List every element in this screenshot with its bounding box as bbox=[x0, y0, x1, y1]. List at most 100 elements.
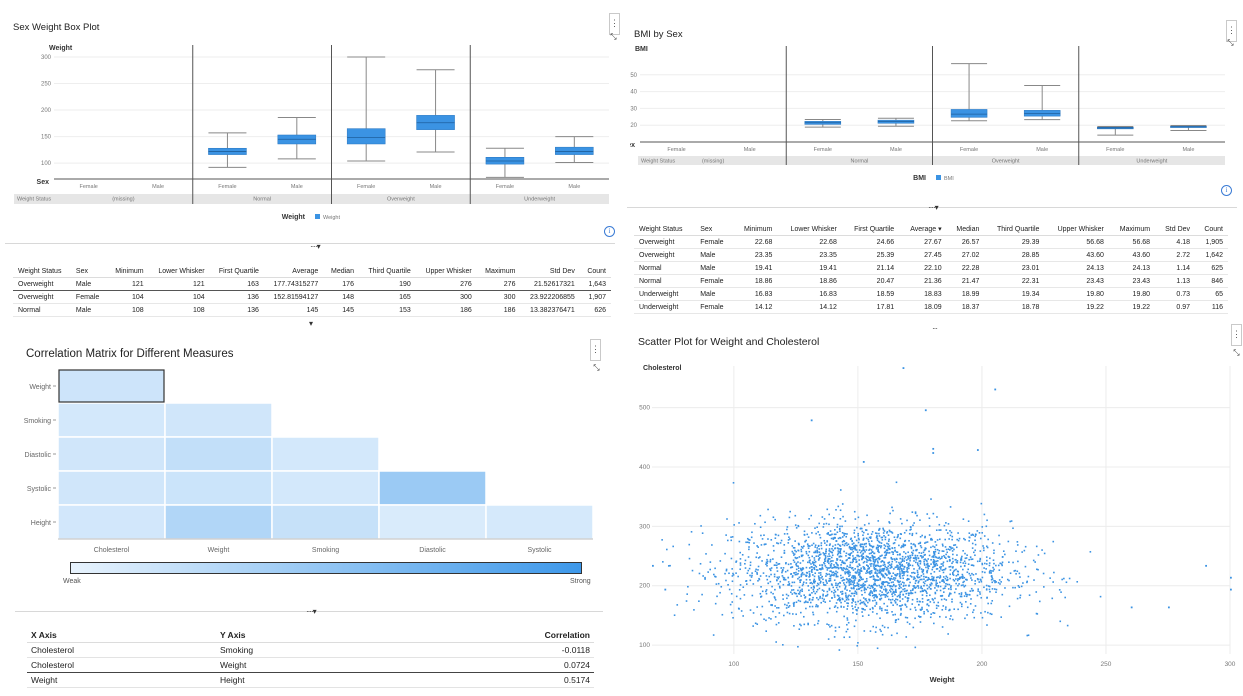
scatter-point bbox=[976, 594, 979, 597]
table-row[interactable]: Overweight Female 22.68 22.68 24.66 27.67 26.5… bbox=[634, 235, 1228, 249]
bmi-expand-icon[interactable]: ⤡ bbox=[1227, 38, 1234, 47]
scatter-point bbox=[856, 526, 858, 529]
sex-weight-info-icon[interactable]: i bbox=[604, 226, 615, 237]
table-row[interactable]: Normal Male 108 108 136 145 145 153 186 186 13.382… bbox=[13, 303, 611, 317]
scatter-point bbox=[833, 565, 836, 568]
table-cell: -0.0118 bbox=[409, 642, 594, 658]
resize-handle[interactable]: ··· bbox=[932, 324, 938, 333]
col-header[interactable]: First Quartile bbox=[209, 265, 264, 278]
table-row[interactable]: Overweight Female 104 104 136 152.81594127 148… bbox=[13, 290, 611, 304]
col-header[interactable]: Lower Whisker bbox=[777, 223, 842, 236]
scatter-point bbox=[859, 602, 862, 605]
scatter-point bbox=[783, 533, 786, 535]
col-header[interactable]: Sex bbox=[695, 223, 734, 236]
scatter-point bbox=[1009, 520, 1012, 523]
scatter-point bbox=[775, 641, 777, 643]
sex-weight-expand-icon[interactable]: ⤡ bbox=[610, 32, 617, 41]
table-row[interactable]: Cholesterol Weight 0.0724 bbox=[27, 657, 594, 673]
col-header-x-axis[interactable]: X Axis bbox=[27, 628, 216, 643]
col-header[interactable]: Third Quartile bbox=[358, 265, 416, 278]
col-header[interactable]: First Quartile bbox=[841, 223, 900, 236]
col-header[interactable]: Count bbox=[1195, 223, 1228, 236]
table-row[interactable]: Normal Male 19.41 19.41 21.14 22.10 22.28 23.01… bbox=[634, 261, 1228, 275]
scatter-point bbox=[872, 586, 874, 589]
scroll-indicator[interactable]: ▾ bbox=[309, 319, 313, 328]
scatter-point bbox=[899, 595, 901, 597]
scatter-point bbox=[877, 520, 880, 522]
col-header[interactable]: Minimum bbox=[107, 265, 149, 278]
scatter-point bbox=[815, 605, 817, 608]
scatter-point bbox=[828, 549, 831, 552]
col-header[interactable]: Minimum bbox=[733, 223, 778, 236]
col-header[interactable]: Average ▾ bbox=[899, 223, 947, 236]
scatter-point bbox=[791, 593, 794, 595]
col-header[interactable]: Sex bbox=[70, 265, 108, 278]
col-header[interactable]: Std Dev bbox=[520, 265, 580, 278]
scatter-point bbox=[937, 576, 939, 578]
col-header[interactable]: Median bbox=[323, 265, 359, 278]
scatter-point bbox=[925, 566, 927, 569]
table-row[interactable]: Underweight Male 16.83 16.83 18.59 18.83 18.99… bbox=[634, 287, 1228, 301]
scatter-point bbox=[921, 571, 924, 573]
y-tick-label: 200 bbox=[41, 108, 52, 114]
col-header[interactable]: Average bbox=[263, 265, 324, 278]
scatter-point bbox=[761, 605, 764, 608]
scatter-point bbox=[938, 549, 941, 552]
col-header-y-axis[interactable]: Y Axis bbox=[216, 628, 409, 643]
scatter-point bbox=[912, 578, 915, 580]
x-tick-label: Male bbox=[890, 147, 902, 153]
resize-handle[interactable]: ····▾ bbox=[310, 242, 321, 251]
col-header[interactable]: Lower Whisker bbox=[148, 265, 210, 278]
table-row[interactable]: Underweight Female 14.12 14.12 17.81 18.09 18.… bbox=[634, 300, 1228, 314]
scatter-point bbox=[993, 549, 995, 552]
resize-handle[interactable]: ····▾ bbox=[306, 607, 317, 616]
col-header-correlation[interactable]: Correlation bbox=[409, 628, 594, 643]
scatter-point bbox=[942, 564, 944, 567]
bmi-menu-button[interactable]: ⋮ bbox=[1226, 20, 1237, 42]
scatter-point bbox=[877, 548, 879, 551]
scatter-expand-icon[interactable]: ⤡ bbox=[1233, 348, 1240, 357]
col-header[interactable]: Weight Status bbox=[634, 223, 696, 236]
scatter-point bbox=[939, 576, 942, 578]
scatter-point bbox=[910, 542, 912, 545]
table-cell: 121 bbox=[107, 277, 149, 291]
scatter-point bbox=[986, 519, 988, 522]
scatter-point bbox=[1230, 576, 1232, 579]
col-header[interactable]: Third Quartile bbox=[984, 223, 1045, 236]
table-row[interactable]: Overweight Male 121 121 163 177.74315277 176 19… bbox=[13, 277, 611, 291]
col-header[interactable]: Count bbox=[579, 265, 611, 278]
resize-handle[interactable]: ····▾ bbox=[928, 203, 939, 212]
scatter-point bbox=[840, 548, 842, 550]
bmi-info-icon[interactable]: i bbox=[1221, 185, 1232, 196]
table-row[interactable]: Cholesterol Smoking -0.0118 bbox=[27, 642, 594, 658]
scatter-point bbox=[942, 571, 945, 574]
scatter-point bbox=[931, 578, 933, 580]
col-header[interactable]: Weight Status bbox=[13, 265, 71, 278]
scatter-point bbox=[818, 587, 821, 590]
table-row[interactable]: Overweight Male 23.35 23.35 25.39 27.45 27.02 2… bbox=[634, 248, 1228, 262]
scatter-menu-button[interactable]: ⋮ bbox=[1231, 324, 1242, 346]
col-header[interactable]: Upper Whisker bbox=[415, 265, 477, 278]
col-header[interactable]: Upper Whisker bbox=[1044, 223, 1109, 236]
scatter-point bbox=[895, 566, 898, 568]
scatter-point bbox=[849, 580, 851, 583]
scatter-point bbox=[981, 616, 984, 619]
sex-weight-menu-button[interactable]: ⋮ bbox=[609, 13, 620, 35]
col-header[interactable]: Maximum bbox=[1108, 223, 1156, 236]
table-row[interactable]: Weight Height 0.5174 bbox=[27, 672, 594, 688]
scatter-point bbox=[807, 545, 810, 547]
y-tick-label: 400 bbox=[639, 464, 650, 471]
scatter-point bbox=[844, 588, 846, 590]
scatter-point bbox=[821, 568, 824, 570]
table-row[interactable]: Normal Female 18.86 18.86 20.47 21.36 21.47 22.… bbox=[634, 274, 1228, 288]
col-header[interactable]: Std Dev bbox=[1155, 223, 1196, 236]
scatter-point bbox=[825, 552, 827, 555]
col-header[interactable]: Median bbox=[946, 223, 985, 236]
correlation-expand-icon[interactable]: ⤡ bbox=[593, 363, 600, 372]
scatter-point bbox=[900, 590, 903, 593]
scatter-point bbox=[860, 567, 862, 570]
correlation-menu-button[interactable]: ⋮ bbox=[590, 339, 601, 361]
col-header[interactable]: Maximum bbox=[476, 265, 521, 278]
scatter-point bbox=[732, 617, 734, 619]
scatter-point bbox=[794, 549, 796, 552]
